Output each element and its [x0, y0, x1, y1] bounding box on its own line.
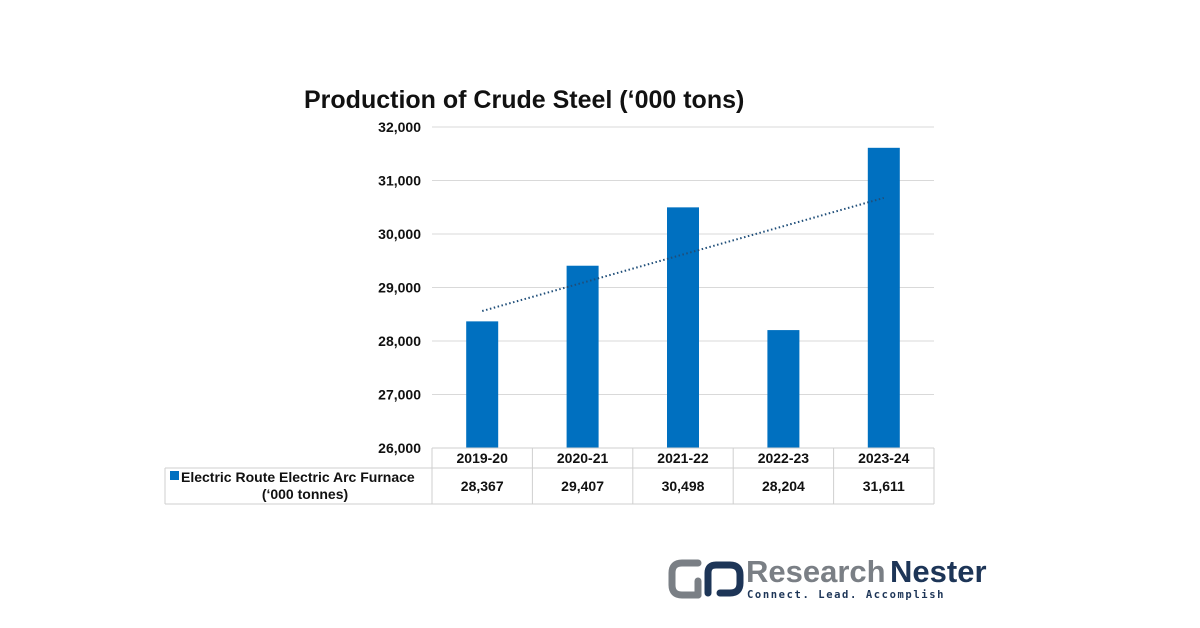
bar	[566, 265, 599, 448]
y-tick-label: 27,000	[378, 387, 421, 403]
research-nester-logo: Research Nester Connect. Lead. Accomplis…	[668, 554, 987, 606]
data-label: 31,611	[863, 478, 905, 494]
x-tick-label: 2019-20	[457, 450, 509, 466]
chart-title: Production of Crude Steel (‘000 tons)	[304, 86, 744, 114]
bar	[466, 321, 499, 448]
y-tick-label: 29,000	[378, 280, 421, 296]
y-tick-label: 31,000	[378, 173, 421, 189]
data-label: 28,204	[762, 478, 805, 494]
bar	[867, 147, 900, 448]
legend-label-line1: Electric Route Electric Arc Furnace	[181, 469, 415, 485]
y-tick-label: 28,000	[378, 333, 421, 349]
trendline-path	[481, 196, 885, 312]
data-label: 29,407	[561, 478, 604, 494]
research-nester-logo-icon	[668, 559, 744, 599]
x-tick-label: 2023-24	[858, 450, 910, 466]
data-label: 30,498	[662, 478, 705, 494]
y-tick-label: 32,000	[378, 119, 421, 135]
brand-word-research: Research	[746, 554, 886, 589]
y-tick-label: 26,000	[378, 440, 421, 456]
bar	[667, 207, 699, 448]
x-tick-label: 2020-21	[557, 450, 609, 466]
x-tick-label: 2021-22	[657, 450, 709, 466]
bar	[767, 330, 800, 448]
y-axis-ticks: 26,000 27,000 28,000 29,000 30,000 31,000 32,0…	[378, 119, 421, 456]
bars	[466, 147, 900, 448]
data-table: Electric Route Electric Arc Furnace (‘00…	[164, 447, 935, 505]
trendline	[481, 196, 885, 312]
data-label: 28,367	[461, 478, 504, 494]
legend-swatch	[170, 471, 179, 480]
brand-tagline: Connect. Lead. Accomplish	[747, 589, 946, 601]
legend-label-line2: (‘000 tonnes)	[262, 486, 348, 502]
x-tick-label: 2022-23	[758, 450, 810, 466]
brand-word-nester: Nester	[890, 554, 987, 589]
y-tick-label: 30,000	[378, 226, 421, 242]
